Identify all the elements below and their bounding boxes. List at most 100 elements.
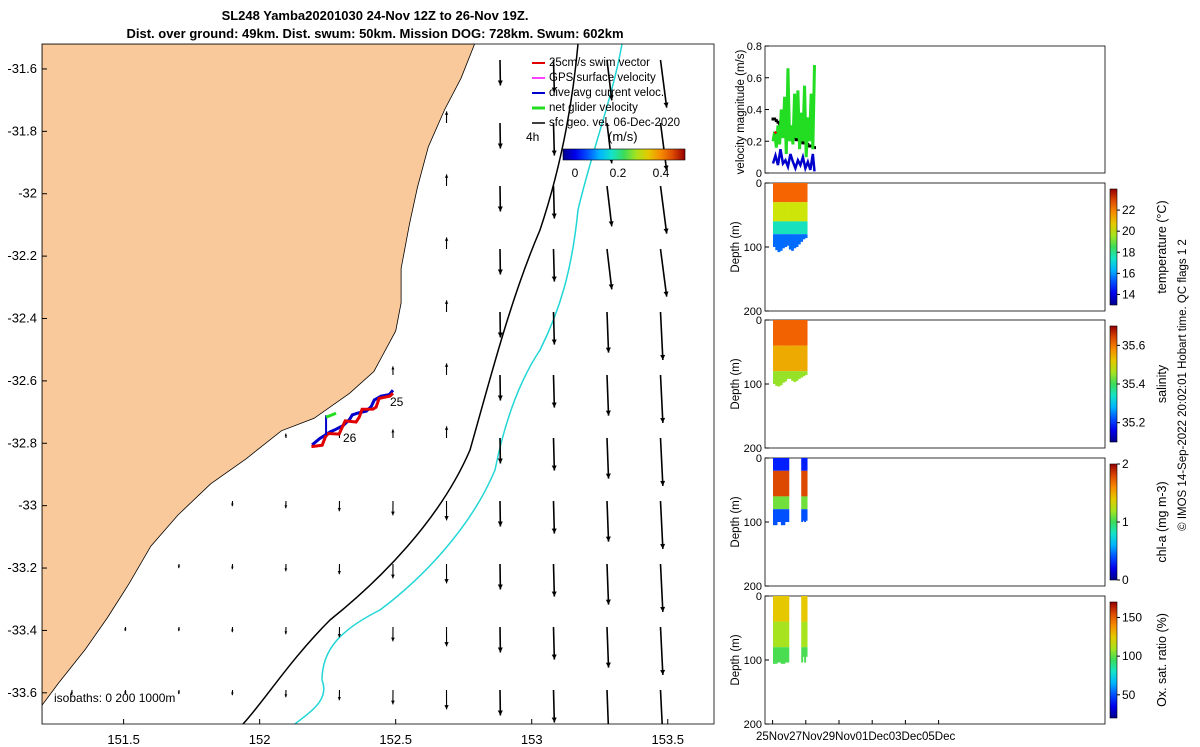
- geo-velocity-arrow: [606, 248, 614, 290]
- temperature-cell: [804, 234, 808, 239]
- salinity-cell: [791, 371, 794, 381]
- salinity-cell: [800, 345, 803, 372]
- temperature-cell: [793, 202, 797, 222]
- oxygen-cell: [802, 647, 805, 657]
- geo-velocity-arrow: [231, 689, 234, 696]
- geo-velocity-arrow: [659, 248, 669, 297]
- salinity-colorbar-tick-label: 35.2: [1122, 416, 1146, 430]
- oxygen-cell: [773, 647, 778, 664]
- map-x-tick-label: 153: [521, 732, 543, 747]
- temperature-cell: [786, 183, 790, 203]
- temperature-cell: [782, 202, 785, 222]
- chl-a-y-tick-label: 100: [744, 517, 762, 529]
- salinity-cell: [795, 345, 799, 372]
- geo-velocity-arrow: [551, 374, 557, 408]
- geo-velocity-arrow: [444, 111, 449, 124]
- legend-gps: GPS surface velocity: [549, 72, 656, 84]
- map-y-tick-label: -33.6: [7, 685, 37, 700]
- chl-a-cell: [802, 470, 805, 497]
- salinity-y-tick-label: 100: [744, 379, 762, 391]
- chl-a-cell: [802, 509, 805, 521]
- map-y-tick-label: -33.4: [7, 622, 37, 637]
- chl-a-cell: [776, 509, 782, 522]
- map-y-tick-label: -32.4: [7, 310, 37, 325]
- salinity-cell: [777, 371, 781, 387]
- salinity-cell: [800, 320, 803, 346]
- panel-salinity: 0 100 200 Depth (m) 35.2 35.4 35.6 salinity: [730, 315, 1169, 455]
- geo-velocity-arrow: [605, 374, 611, 416]
- chl-a-cell: [805, 509, 808, 521]
- temperature-y-tick-label: 100: [744, 242, 762, 254]
- salinity-cell: [786, 371, 790, 379]
- geo-velocity-arrow: [444, 500, 449, 521]
- time-axis: 25Nov 27Nov 29Nov 01Dec 03Dec 05Dec: [756, 720, 955, 743]
- temperature-cell: [784, 221, 788, 235]
- chl-a-cell: [776, 470, 782, 497]
- oxygen-cell: [784, 596, 790, 622]
- geo-velocity-arrow: [284, 433, 288, 439]
- oxygen-y-tick-label: 100: [744, 655, 762, 667]
- temperature-cell: [788, 202, 792, 222]
- velocity-frame: [764, 45, 1106, 174]
- scale-label: 4h: [526, 130, 539, 144]
- temperature-cell: [793, 221, 797, 235]
- geo-velocity-arrow: [497, 248, 503, 275]
- geo-velocity-arrow: [177, 689, 181, 695]
- temperature-y-tick-label: 200: [744, 306, 762, 318]
- chl-a-cell: [802, 458, 805, 471]
- geo-velocity-arrow: [606, 185, 614, 227]
- chl-a-cell: [805, 458, 808, 471]
- velocity-y-tick-label: 0: [756, 168, 762, 180]
- oxygen-colorbar-tick-label: 100: [1122, 649, 1142, 663]
- temperature-cell: [777, 234, 781, 253]
- salinity-cell: [804, 345, 808, 372]
- temperature-cell: [782, 234, 785, 249]
- velocity-series-dive: [771, 148, 816, 173]
- salinity-cell: [784, 371, 788, 382]
- velocity-plot: [771, 65, 816, 173]
- chl-a-cell: [802, 496, 805, 510]
- salinity-cell: [797, 345, 801, 372]
- temperature-cell: [775, 202, 779, 222]
- time-tick-label: 25Nov: [756, 731, 789, 743]
- temperature-cell: [797, 234, 801, 245]
- temperature-cell: [802, 183, 806, 203]
- map-y-tick-label: -33: [18, 498, 37, 513]
- temperature-cell: [773, 183, 776, 203]
- salinity-cell: [775, 320, 779, 346]
- chl-a-y-tick-label: 0: [756, 453, 762, 465]
- map-panel: 151.5 152 152.5 153 153.5 -31.6 -31.8 -32 -32.2…: [7, 43, 715, 747]
- chl-a-cell: [773, 458, 778, 471]
- oxygen-colorbar-tick-label: 150: [1122, 610, 1142, 624]
- track-net-velocity: [325, 411, 337, 419]
- salinity-cell: [804, 320, 808, 346]
- temperature-colorbar-tick-label: 18: [1122, 245, 1136, 259]
- geo-velocity-arrow: [284, 626, 288, 635]
- isobath-200m: [242, 44, 579, 724]
- geo-velocity-arrow: [497, 185, 503, 212]
- map-x-tick-label: 152.5: [379, 732, 412, 747]
- map-x-ticks: 151.5 152 152.5 153 153.5: [107, 719, 684, 747]
- chl-a-cell: [801, 496, 804, 510]
- salinity-cell: [775, 371, 779, 386]
- salinity-cell: [788, 345, 792, 372]
- map-y-tick-label: -31.8: [7, 123, 37, 138]
- salinity-cell: [777, 345, 781, 372]
- map-y-tick-label: -31.6: [7, 61, 37, 76]
- salinity-colorbar: [1109, 325, 1118, 443]
- geo-velocity-arrow: [551, 689, 557, 723]
- temperature-cell: [791, 202, 794, 222]
- salinity-cell: [775, 345, 779, 372]
- geo-velocity-arrow: [497, 59, 503, 86]
- chl-a-colorbar-tick-label: 0: [1122, 573, 1129, 587]
- salinity-cell: [795, 371, 799, 381]
- temperature-cell: [775, 234, 779, 251]
- temperature-frame: [764, 182, 1106, 312]
- temperature-cell: [800, 202, 803, 222]
- geo-velocity-arrow: [497, 563, 503, 590]
- speed-colorbar-tick-0: 0: [572, 166, 579, 180]
- map-y-tick-label: -32.6: [7, 373, 37, 388]
- oxygen-cell: [784, 621, 790, 648]
- oxygen-colorbar: [1109, 601, 1118, 719]
